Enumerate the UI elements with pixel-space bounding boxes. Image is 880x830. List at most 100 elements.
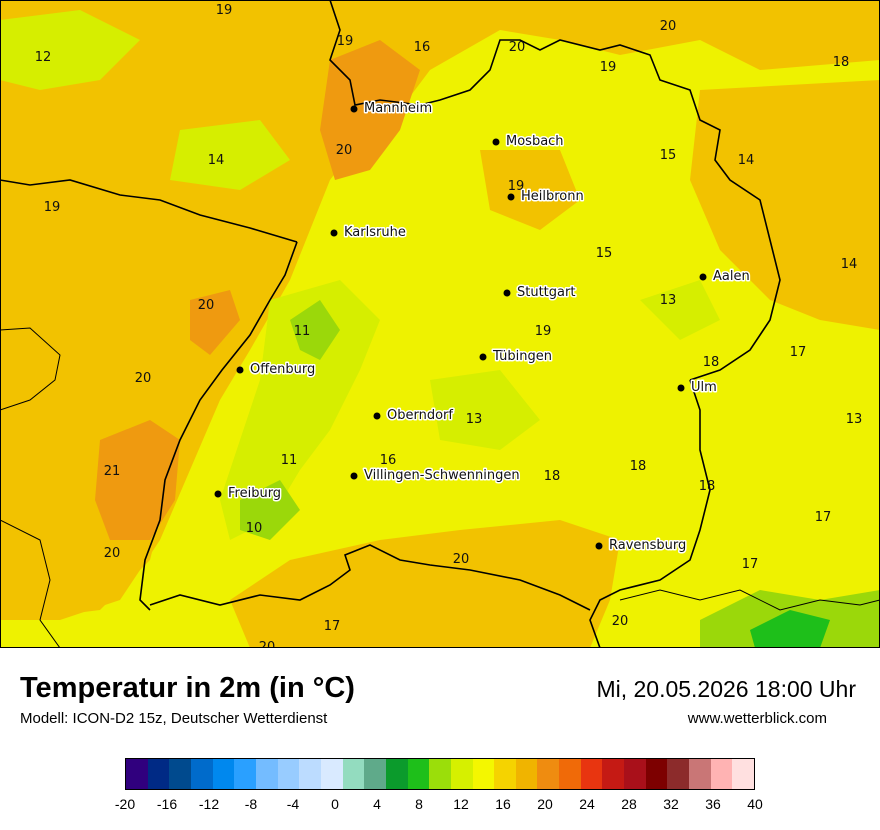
city-oberndorf: Oberndorf — [373, 407, 455, 425]
color-scale-segment — [732, 759, 755, 789]
color-scale-segment — [602, 759, 625, 789]
color-scale-segment — [364, 759, 386, 789]
temp-value: 18 — [630, 459, 647, 474]
color-scale-ticks: -20 -16 -12 -8 -4 0 4 8 12 16 20 24 28 32 36 40 — [0, 796, 880, 816]
temp-value: 11 — [281, 453, 298, 468]
color-scale-segment — [255, 759, 278, 789]
alps-cold-areas — [750, 610, 830, 648]
city-villingen-schwenningen: Villingen-Schwenningen — [350, 467, 521, 485]
cool-area-east — [640, 280, 720, 340]
temp-value: 13 — [466, 412, 483, 427]
temp-value: 19 — [44, 200, 61, 215]
city-label: Karlsruhe — [344, 225, 406, 240]
temp-value: 12 — [35, 50, 52, 65]
color-scale-segment — [494, 759, 516, 789]
color-scale-tick-label: 24 — [579, 796, 595, 812]
border-france-south — [0, 519, 61, 648]
temp-value: 20 — [453, 552, 470, 567]
color-scale-tick-label: 32 — [663, 796, 679, 812]
color-scale-segment — [537, 759, 560, 789]
temp-value: 20 — [198, 298, 215, 313]
border-palatinate — [0, 179, 298, 243]
border-alps — [619, 589, 880, 611]
city-label: Aalen — [713, 269, 750, 284]
green-area-feldberg — [240, 480, 300, 540]
color-scale-segment — [710, 759, 733, 789]
color-scale-segment — [407, 759, 430, 789]
temp-value: 20 — [135, 371, 152, 386]
temp-value: 17 — [742, 557, 759, 572]
temp-value: 16 — [414, 40, 431, 55]
color-scale-tick-label: -20 — [114, 796, 136, 812]
warm-area-east — [690, 80, 880, 330]
color-scale-segment — [667, 759, 690, 789]
color-scale-segment — [624, 759, 646, 789]
hot-area-rhine-mid — [190, 290, 240, 355]
color-scale-tick-label: 4 — [373, 796, 381, 812]
color-scale-segment — [450, 759, 473, 789]
state-borders — [0, 0, 781, 648]
temp-value: 20 — [336, 143, 353, 158]
color-scale-segment — [515, 759, 538, 789]
temp-value: 18 — [833, 55, 850, 70]
color-scale-segment — [234, 759, 256, 789]
city-heilbronn: Heilbronn — [507, 188, 585, 206]
temp-value: 20 — [509, 40, 526, 55]
city-mannheim: Mannheim — [350, 100, 434, 118]
temp-value: 17 — [815, 510, 832, 525]
color-scale-segment — [580, 759, 603, 789]
color-scale-tick-label: 40 — [747, 796, 763, 812]
temp-value: 15 — [660, 148, 677, 163]
city-label: Tübingen — [492, 349, 552, 364]
color-scale-segment — [342, 759, 365, 789]
cool-area-odenwald — [170, 120, 290, 190]
cool-area-blackforest — [220, 280, 380, 540]
border-bavaria — [589, 379, 711, 648]
temp-value: 19 — [216, 3, 233, 18]
color-scale-segment — [559, 759, 581, 789]
temp-value: 20 — [612, 614, 629, 629]
color-scale-segment — [472, 759, 495, 789]
cold-area-alps — [750, 610, 830, 648]
city-label: Heilbronn — [521, 189, 584, 204]
city-label: Stuttgart — [517, 285, 575, 300]
color-scale-segment — [689, 759, 711, 789]
color-scale-segment — [126, 759, 148, 789]
temp-value: 18 — [703, 355, 720, 370]
temp-value: 10 — [246, 521, 263, 536]
city-ravensburg: Ravensburg — [595, 537, 688, 555]
website-link[interactable]: www.wetterblick.com — [687, 710, 827, 727]
green-area-blackforest — [290, 300, 340, 360]
temp-value: 13 — [660, 293, 677, 308]
temp-value: 16 — [380, 453, 397, 468]
temp-value: 20 — [259, 640, 276, 648]
border-rhine — [139, 241, 298, 611]
temp-value: 19 — [535, 324, 552, 339]
city-label: Mosbach — [506, 134, 564, 149]
temp-value: 17 — [324, 619, 341, 634]
border-france-north — [0, 327, 61, 411]
temp-value: 18 — [544, 469, 561, 484]
temp-value: 18 — [699, 479, 716, 494]
city-markers: Mannheim Mosbach Heilbronn Karlsruhe Aal… — [214, 100, 751, 555]
border-north — [329, 0, 781, 381]
color-scale-segment — [277, 759, 300, 789]
city-stuttgart: Stuttgart — [503, 284, 577, 302]
color-scale-segment — [645, 759, 668, 789]
temp-value: 19 — [600, 60, 617, 75]
temp-value: 14 — [841, 257, 858, 272]
forecast-datetime: Mi, 20.05.2026 18:00 Uhr — [596, 676, 856, 702]
color-scale-tick-label: 20 — [537, 796, 553, 812]
warm-area-heilbronn — [480, 150, 580, 230]
color-scale-segment — [212, 759, 235, 789]
color-scale-segment — [385, 759, 408, 789]
color-scale-tick-label: 12 — [453, 796, 469, 812]
color-scale-tick-label: 36 — [705, 796, 721, 812]
city-label: Oberndorf — [387, 408, 453, 423]
city-offenburg: Offenburg — [236, 361, 317, 379]
color-scale-tick-label: -4 — [286, 796, 300, 812]
temp-value: 19 — [508, 179, 525, 194]
temp-value: 15 — [596, 246, 613, 261]
city-freiburg: Freiburg — [214, 485, 283, 503]
warm-area-west — [0, 170, 280, 620]
